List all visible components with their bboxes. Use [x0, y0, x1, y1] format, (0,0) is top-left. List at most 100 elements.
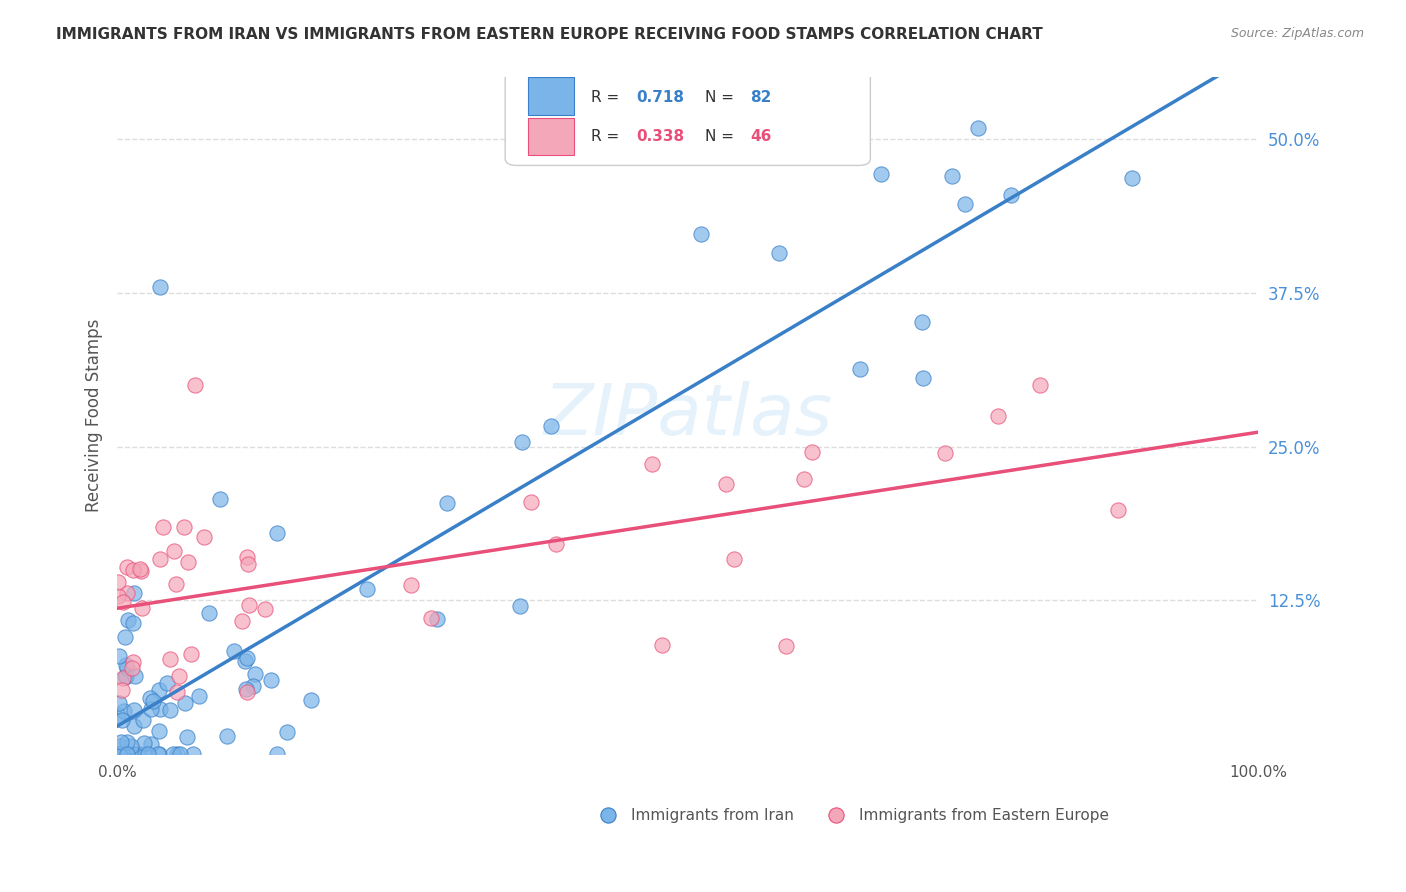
Point — [112, 747, 135, 761]
Point — [184, 378, 207, 392]
Point — [156, 675, 179, 690]
Point — [651, 638, 673, 652]
Point — [108, 649, 131, 664]
Point — [115, 735, 138, 749]
Point — [163, 543, 186, 558]
Point — [987, 409, 1010, 423]
Point — [180, 647, 202, 661]
Point — [108, 696, 131, 710]
Point — [129, 565, 152, 579]
Point — [177, 556, 200, 570]
Point — [139, 702, 162, 716]
Text: R =: R = — [591, 129, 624, 145]
Point — [110, 735, 132, 749]
Text: N =: N = — [704, 90, 738, 105]
Point — [235, 650, 257, 665]
Point — [115, 747, 138, 761]
Point — [107, 747, 129, 761]
Point — [356, 582, 378, 596]
Text: Source: ZipAtlas.com: Source: ZipAtlas.com — [1230, 27, 1364, 40]
Point — [169, 747, 191, 761]
Point — [793, 472, 815, 486]
Point — [1107, 503, 1129, 517]
Point — [134, 747, 156, 761]
Point — [111, 683, 134, 698]
Point — [148, 683, 170, 698]
Point — [1028, 378, 1050, 392]
Point — [131, 601, 153, 615]
Point — [108, 739, 131, 753]
Point — [236, 557, 259, 571]
Point — [114, 658, 136, 673]
Point — [176, 731, 198, 745]
Point — [159, 652, 181, 666]
Point — [870, 167, 893, 181]
Point — [426, 612, 449, 626]
Point — [509, 599, 531, 614]
Text: IMMIGRANTS FROM IRAN VS IMMIGRANTS FROM EASTERN EUROPE RECEIVING FOOD STAMPS COR: IMMIGRANTS FROM IRAN VS IMMIGRANTS FROM … — [56, 27, 1043, 42]
Point — [112, 705, 135, 719]
Point — [149, 551, 172, 566]
Point — [128, 562, 150, 576]
Point — [173, 519, 195, 533]
Point — [146, 747, 169, 761]
Point — [714, 476, 737, 491]
Point — [849, 362, 872, 376]
Point — [689, 227, 711, 241]
Point — [107, 575, 129, 590]
Point — [115, 669, 138, 683]
Point — [122, 718, 145, 732]
Point — [510, 434, 533, 449]
Point — [138, 747, 160, 761]
Point — [122, 585, 145, 599]
Point — [260, 673, 283, 687]
Point — [941, 169, 963, 183]
Text: Immigrants from Iran: Immigrants from Iran — [631, 807, 793, 822]
FancyBboxPatch shape — [529, 78, 574, 115]
Point — [127, 747, 149, 761]
Point — [114, 630, 136, 644]
Point — [768, 246, 790, 260]
Text: N =: N = — [704, 129, 738, 145]
Point — [166, 685, 188, 699]
Point — [115, 560, 138, 574]
Text: R =: R = — [591, 90, 624, 105]
Text: 82: 82 — [751, 90, 772, 105]
Point — [254, 601, 277, 615]
Point — [723, 551, 745, 566]
Point — [967, 120, 990, 135]
Point — [193, 530, 215, 544]
Text: ZIPatlas: ZIPatlas — [543, 381, 832, 450]
Point — [825, 858, 848, 872]
Point — [111, 671, 134, 685]
Point — [596, 858, 619, 872]
Point — [149, 279, 172, 293]
Point — [124, 669, 146, 683]
Point — [242, 679, 264, 693]
Point — [1000, 187, 1022, 202]
Point — [166, 747, 188, 761]
Point — [222, 643, 245, 657]
Point — [238, 598, 260, 612]
Point — [165, 577, 187, 591]
Point — [912, 371, 935, 385]
Point — [775, 640, 797, 654]
Point — [236, 550, 259, 565]
Point — [117, 613, 139, 627]
Point — [121, 563, 143, 577]
Point — [169, 669, 191, 683]
Point — [420, 611, 443, 625]
Point — [122, 703, 145, 717]
Point — [299, 693, 322, 707]
Point — [1121, 170, 1143, 185]
Point — [132, 736, 155, 750]
Point — [233, 655, 256, 669]
Point — [187, 689, 209, 703]
Point — [266, 526, 288, 541]
Point — [208, 491, 231, 506]
Point — [159, 703, 181, 717]
Point — [115, 747, 138, 761]
Point — [520, 494, 543, 508]
Point — [141, 737, 163, 751]
Point — [122, 656, 145, 670]
